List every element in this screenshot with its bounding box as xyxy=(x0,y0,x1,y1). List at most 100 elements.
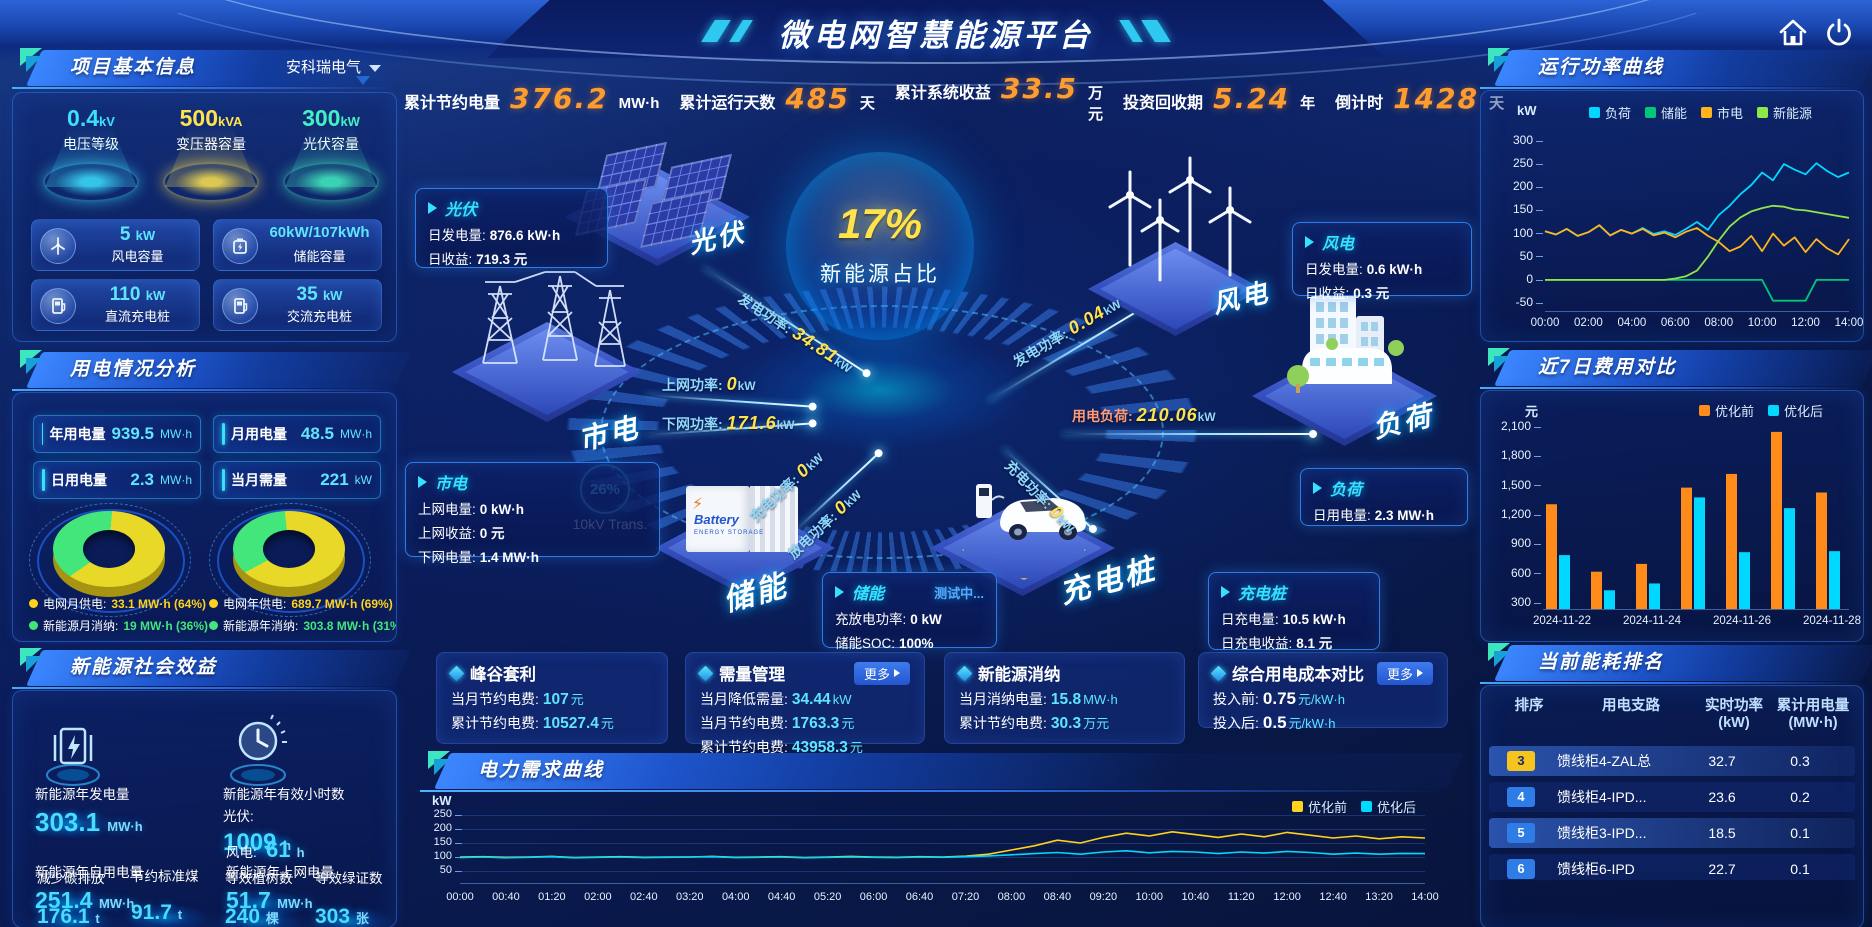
chevron-down-icon xyxy=(369,64,381,72)
card-value: 5 kW xyxy=(80,224,195,246)
rank-badge: 4 xyxy=(1507,787,1535,807)
x-axis-line xyxy=(1545,311,1849,312)
pedestal-2: 300kW 光伏容量 xyxy=(271,105,391,202)
social-stat-value: 1009 h xyxy=(223,829,291,857)
total-energy: 0.1 xyxy=(1790,861,1810,877)
x-tick: 02:00 xyxy=(1574,317,1603,329)
ess-info-box: 储能 测试中... 充放电功率: 0 kW 储能SOC: 100% xyxy=(822,572,997,651)
benefit-row-value: 34.44 xyxy=(791,691,831,708)
y-tick: 100 xyxy=(408,850,462,862)
power-icon[interactable] xyxy=(1822,16,1856,50)
y-axis-unit: kW xyxy=(1517,103,1537,118)
stat-glow xyxy=(123,903,209,927)
card-value: 110 kW xyxy=(80,284,195,306)
stat-glow xyxy=(307,907,393,927)
legend-label: 电网月供电: xyxy=(43,597,107,611)
stat-number: 240 xyxy=(225,905,266,927)
legend-label: 新能源年消纳: xyxy=(223,619,299,633)
benefit-row-value: 0.5 xyxy=(1262,713,1287,732)
donut-legend-item: 新能源月消纳: 19 MW·h (36%) xyxy=(29,617,208,634)
panel-corner-icon xyxy=(20,350,42,374)
benefit-row-unit: MW·h xyxy=(1083,692,1118,707)
grid-line xyxy=(460,843,1425,844)
card-label: 直流充电桩 xyxy=(104,309,170,324)
kpi-value: 33.5 xyxy=(1000,72,1078,105)
y-tick: 0 xyxy=(1489,272,1543,286)
header-line2: (kW) xyxy=(1718,715,1750,731)
info-row: 日收益: 0.3 元 xyxy=(1305,282,1459,302)
legend-item-负荷[interactable]: 负荷 xyxy=(1589,103,1631,122)
info-row-value: 0.3 元 xyxy=(1353,286,1390,301)
legend-item-优化后[interactable]: 优化后 xyxy=(1361,797,1416,816)
legend-item-优化前[interactable]: 优化前 xyxy=(1699,401,1754,420)
kpi-unit: 天 xyxy=(859,94,875,112)
stat-label: 日用电量 xyxy=(51,472,107,488)
caret-icon xyxy=(835,586,844,598)
info-row: 日充电收益: 8.1 元 xyxy=(1221,632,1367,652)
pedestal-value: 500kVA xyxy=(151,105,271,132)
x-tick: 10:00 xyxy=(1747,317,1777,329)
table-row-rank-4[interactable]: 4 馈线柜4-IPD... 23.6 0.2 xyxy=(1489,782,1855,812)
total-energy: 0.2 xyxy=(1790,789,1810,805)
panel-title: 运行功率曲线 xyxy=(1538,57,1665,78)
table-row-rank-3[interactable]: 3 馈线柜4-ZAL总 32.7 0.3 xyxy=(1489,746,1855,776)
x-tick: 00:00 xyxy=(1530,317,1560,329)
kpi-label: 累计运行天数 xyxy=(679,94,776,112)
legend-item-优化前[interactable]: 优化前 xyxy=(1292,797,1347,816)
y-tick: 100 xyxy=(1489,226,1543,240)
header-dark-band xyxy=(486,0,1386,58)
ess-info-title: 储能 测试中... xyxy=(835,580,984,604)
demand-curve-legend: 优化前 优化后 xyxy=(1292,797,1416,816)
legend-label: 负荷 xyxy=(1605,106,1632,121)
ranking-header-2: 实时功率 (kW) xyxy=(1679,698,1789,732)
legend-label: 新能源月消纳: xyxy=(43,619,119,633)
stat-unit: kW xyxy=(354,473,372,487)
benefit-row-label: 累计节约电费: xyxy=(959,715,1047,731)
pedestal-label: 电压等级 xyxy=(63,136,119,152)
ranking-header-1: 用电支路 xyxy=(1576,698,1686,715)
pedestal-1: 500kVA 变压器容量 xyxy=(151,105,271,202)
panel-usage-header: 用电情况分析 xyxy=(12,350,412,391)
info-row: 储能SOC: 100% xyxy=(835,632,984,652)
benefit-box-title: 需量管理 xyxy=(719,666,785,684)
legend-item-储能[interactable]: 储能 xyxy=(1645,103,1687,122)
pedestal-label: 变压器容量 xyxy=(176,136,246,152)
pedestal-disc xyxy=(163,162,259,202)
legend-item-新能源[interactable]: 新能源 xyxy=(1757,103,1812,122)
more-button[interactable]: 更多 xyxy=(1376,661,1433,685)
panel-corner-icon xyxy=(428,751,450,775)
stat-unit: MW·h xyxy=(277,896,313,911)
flow-line-load xyxy=(1062,430,1317,438)
table-row-rank-5[interactable]: 5 馈线柜3-IPD... 18.5 0.1 xyxy=(1489,818,1855,848)
flow-grid-down: 下网功率: 171.6kW xyxy=(662,413,795,433)
stat-unit: MW·h xyxy=(107,819,143,834)
legend-label: 储能 xyxy=(1661,106,1688,121)
stat-unit: MW·h xyxy=(340,427,372,441)
table-row-rank-6[interactable]: 6 馈线柜6-IPD 22.7 0.1 xyxy=(1489,854,1855,880)
benefit-box-header: 综合用电成本对比 更多 xyxy=(1210,661,1433,685)
stat-value: 939.5 xyxy=(111,424,154,443)
card-unit: kW xyxy=(145,288,166,303)
more-button[interactable]: 更多 xyxy=(853,661,910,685)
more-label: 更多 xyxy=(863,666,890,682)
legend-item-市电[interactable]: 市电 xyxy=(1701,103,1743,122)
donut-hole xyxy=(83,530,135,568)
benefit-row-unit: 元 xyxy=(841,716,855,731)
legend-value: 19 MW·h (36%) xyxy=(123,618,209,633)
x-tick: 10:40 xyxy=(1181,891,1209,903)
diamond-icon xyxy=(1210,665,1227,681)
kpi-unit: 万元 xyxy=(1088,85,1104,123)
info-row: 下网电量: 1.4 MW·h xyxy=(418,546,647,566)
benefit-row: 当月消纳电量: 15.8 MW·h xyxy=(959,689,1170,709)
grid-line xyxy=(460,815,1425,816)
ranking-list: 3 馈线柜4-ZAL总 32.7 0.3 4 馈线柜4-IPD... 23.6 0.2 5 馈线柜… xyxy=(1489,746,1855,880)
company-dropdown[interactable]: 安科瑞电气 xyxy=(286,50,381,86)
x-tick: 08:00 xyxy=(1704,317,1734,329)
x-tick: 12:40 xyxy=(1319,891,1347,903)
panel-corner-icon xyxy=(1488,348,1510,372)
info-row-label: 日发电量: xyxy=(1305,262,1363,277)
home-icon[interactable] xyxy=(1776,16,1810,50)
legend-item-优化后[interactable]: 优化后 xyxy=(1768,401,1823,420)
header-line2: (MW·h) xyxy=(1788,715,1838,731)
info-row-label: 下网电量: xyxy=(418,550,476,565)
